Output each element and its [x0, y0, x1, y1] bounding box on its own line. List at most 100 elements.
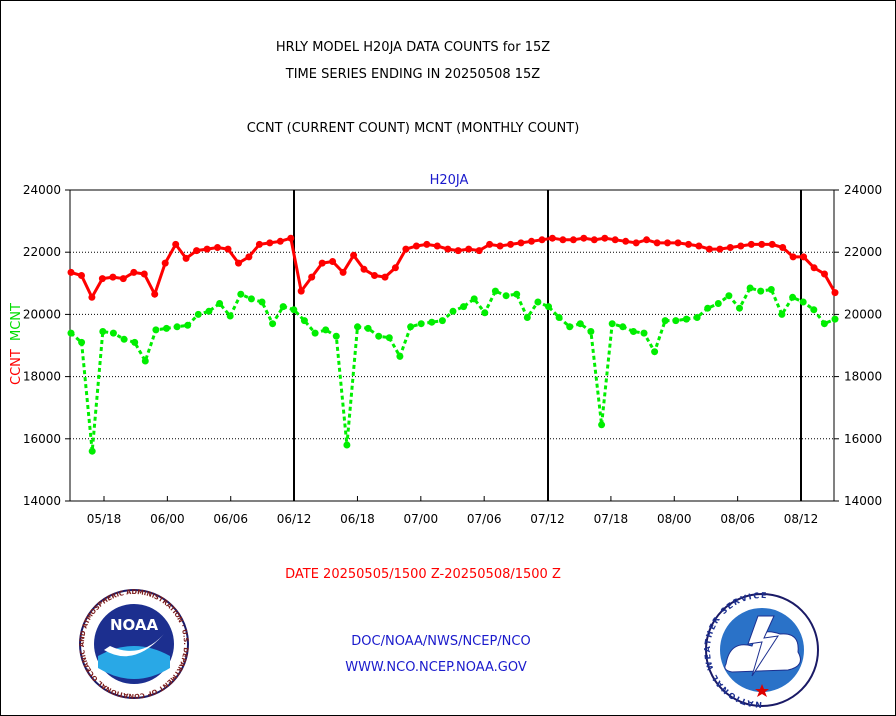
mcnt-point — [109, 329, 117, 337]
ccnt-point — [475, 247, 483, 255]
ccnt-point — [203, 245, 211, 253]
mcnt-point — [810, 306, 818, 314]
y-tick-label-right: 18000 — [844, 370, 882, 384]
nws-logo: NATIONAL WEATHER SERVICE — [703, 591, 819, 709]
ylabel-ccnt: CCNT — [9, 349, 24, 385]
ccnt-point — [109, 273, 117, 281]
ccnt-point — [433, 242, 441, 250]
ccnt-point — [622, 237, 630, 245]
x-tick-label: 08/06 — [720, 512, 755, 526]
ccnt-point — [800, 253, 808, 261]
credit-line-2[interactable]: WWW.NCO.NCEP.NOAA.GOV — [345, 660, 527, 675]
ccnt-point — [737, 242, 745, 250]
ccnt-point — [768, 240, 776, 248]
ccnt-point — [580, 234, 588, 242]
mcnt-point — [332, 332, 340, 340]
mcnt-point — [523, 314, 531, 321]
mcnt-point — [619, 323, 627, 331]
mcnt-point — [300, 317, 308, 325]
mcnt-point — [598, 421, 606, 429]
ccnt-point — [632, 239, 640, 247]
credit-line-1: DOC/NOAA/NWS/NCEP/NCO — [351, 634, 530, 649]
ccnt-point — [172, 240, 180, 248]
ccnt-point — [695, 242, 703, 250]
x-tick-label: 08/12 — [784, 512, 819, 526]
x-tick-label: 08/00 — [657, 512, 692, 526]
ccnt-point — [381, 273, 389, 281]
ccnt-point — [779, 244, 787, 251]
ccnt-point — [601, 234, 609, 242]
ccnt-point — [831, 289, 839, 297]
mcnt-point — [608, 320, 616, 328]
mcnt-point — [173, 323, 181, 331]
plot-title: H20JA — [430, 173, 469, 188]
ccnt-point — [423, 240, 431, 248]
ccnt-point — [496, 242, 504, 250]
ccnt-point — [569, 236, 577, 244]
mcnt-point — [226, 312, 234, 320]
mcnt-point — [205, 307, 213, 315]
mcnt-point — [67, 329, 75, 337]
ccnt-point — [454, 247, 462, 255]
x-tick-label: 06/12 — [277, 512, 312, 526]
ccnt-point — [140, 270, 148, 278]
mcnt-point — [152, 326, 160, 334]
ccnt-point — [758, 240, 766, 248]
y-tick-label-right: 20000 — [844, 307, 882, 321]
ccnt-point — [245, 253, 253, 261]
mcnt-point — [778, 310, 786, 318]
x-tick-label: 06/18 — [340, 512, 375, 526]
ccnt-point — [643, 236, 651, 244]
ccnt-point — [705, 245, 713, 253]
ccnt-point — [182, 254, 190, 262]
day-separator-lines — [293, 190, 802, 501]
mcnt-point — [513, 290, 521, 298]
mcnt-point — [194, 310, 202, 318]
subtitle: CCNT (CURRENT COUNT) MCNT (MONTHLY COUNT… — [247, 121, 580, 136]
x-tick-label: 06/06 — [213, 512, 248, 526]
ccnt-point — [360, 265, 368, 273]
ccnt-point — [350, 251, 358, 259]
ccnt-point — [747, 240, 755, 248]
ccnt-point — [308, 273, 316, 281]
mcnt-point — [364, 324, 372, 332]
mcnt-point — [820, 320, 828, 328]
mcnt-point — [640, 329, 648, 337]
ccnt-point — [653, 239, 661, 247]
ylabel-mcnt: MCNT — [9, 303, 24, 341]
ccnt-point — [339, 268, 347, 276]
y-tick-label-left: 18000 — [23, 370, 61, 384]
mcnt-point — [396, 352, 404, 360]
mcnt-point — [682, 315, 690, 323]
mcnt-point — [545, 303, 552, 311]
ccnt-point — [224, 245, 232, 253]
mcnt-point — [375, 332, 383, 340]
svg-text:NATIONAL OCEANIC AND ATMOSPHER: NATIONAL OCEANIC AND ATMOSPHERIC ADMINIS… — [0, 0, 190, 700]
mcnt-point — [385, 334, 393, 342]
mcnt-point — [693, 314, 701, 321]
y-tick-label-right: 24000 — [844, 183, 882, 197]
mcnt-point — [491, 287, 499, 295]
ccnt-point — [685, 240, 692, 248]
mcnt-point — [502, 292, 510, 300]
plot-area — [69, 189, 835, 502]
mcnt-point — [216, 300, 224, 307]
y-tick-label-left: 14000 — [23, 494, 61, 508]
ccnt-point — [371, 272, 378, 279]
mcnt-point — [746, 284, 754, 292]
ccnt-point — [130, 268, 138, 276]
mcnt-point — [354, 323, 361, 331]
x-tick-label: 07/12 — [530, 512, 565, 526]
mcnt-point — [555, 314, 563, 321]
title-line-2: TIME SERIES ENDING IN 20250508 15Z — [285, 67, 541, 82]
y-tick-label-left: 24000 — [23, 183, 61, 197]
ccnt-point — [119, 275, 127, 283]
ccnt-point — [214, 244, 221, 251]
mcnt-point — [407, 323, 415, 331]
ccnt-point — [287, 234, 295, 242]
noaa-logo-text: NOAA — [110, 616, 159, 634]
mcnt-point — [258, 298, 266, 306]
y-tick-label-right: 16000 — [844, 432, 882, 446]
ccnt-point — [78, 272, 85, 279]
